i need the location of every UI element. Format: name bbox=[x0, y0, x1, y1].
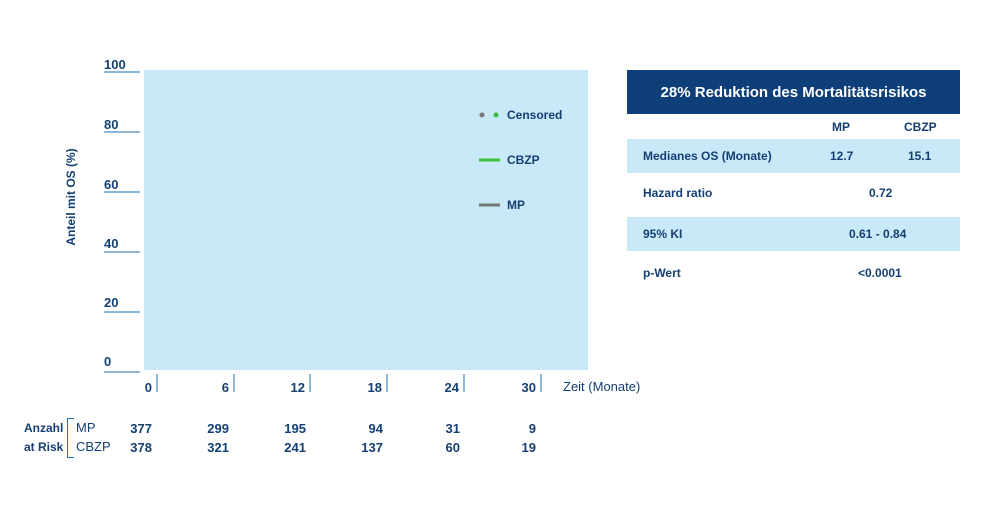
hr-value: 0.72 bbox=[869, 186, 893, 200]
hr-label: Hazard ratio bbox=[643, 186, 713, 200]
risk-table-title-line1: Anzahl bbox=[24, 421, 64, 435]
y-tick-label: 0 bbox=[104, 354, 112, 369]
p-label: p-Wert bbox=[643, 266, 681, 280]
x-tick-label: 6 bbox=[221, 380, 229, 395]
legend-censored-dot-green bbox=[493, 112, 499, 118]
summary-row-ci: 95% KI 0.61 - 0.84 bbox=[627, 217, 960, 251]
median-mp: 12.7 bbox=[830, 149, 854, 163]
risk-value: 378 bbox=[130, 440, 152, 455]
summary-row-hr: Hazard ratio 0.72 bbox=[627, 176, 960, 210]
legend-censored-label: Censored bbox=[507, 108, 563, 122]
risk-value: 94 bbox=[368, 421, 383, 436]
y-tick-label: 60 bbox=[104, 177, 119, 192]
ci-value: 0.61 - 0.84 bbox=[849, 227, 907, 241]
legend-cbzp-label: CBZP bbox=[507, 153, 540, 167]
risk-value: 241 bbox=[284, 440, 306, 455]
risk-value: 9 bbox=[528, 421, 536, 436]
legend-censored-dot-grey bbox=[479, 112, 485, 118]
y-tick-label: 80 bbox=[104, 117, 119, 132]
y-tick-label: 40 bbox=[104, 236, 119, 251]
risk-value: 195 bbox=[284, 421, 306, 436]
risk-value: 19 bbox=[521, 440, 536, 455]
header-mp: MP bbox=[832, 120, 850, 134]
x-tick-label: 24 bbox=[444, 380, 459, 395]
x-tick-label: 30 bbox=[521, 380, 536, 395]
summary-title: 28% Reduktion des Mortalitätsrisikos bbox=[627, 70, 960, 114]
x-axis-label: Zeit (Monate) bbox=[563, 379, 641, 394]
y-tick-label: 20 bbox=[104, 295, 119, 310]
p-value: <0.0001 bbox=[858, 266, 902, 280]
risk-value: 137 bbox=[361, 440, 383, 455]
summary-row-median: Medianes OS (Monate) 12.7 15.1 bbox=[627, 139, 960, 173]
x-tick-lines bbox=[156, 374, 542, 392]
median-cbzp: 15.1 bbox=[908, 149, 932, 163]
risk-value: 377 bbox=[130, 421, 152, 436]
risk-row-label-mp: MP bbox=[76, 420, 96, 435]
x-tick-label: 0 bbox=[144, 380, 152, 395]
risk-value: 321 bbox=[207, 440, 229, 455]
risk-row-label-cbzp: CBZP bbox=[76, 439, 111, 454]
ci-label: 95% KI bbox=[643, 227, 683, 241]
header-cbzp: CBZP bbox=[904, 120, 937, 134]
x-tick-label: 18 bbox=[367, 380, 382, 395]
risk-value: 31 bbox=[445, 421, 460, 436]
risk-table-bracket bbox=[67, 418, 74, 458]
summary-header-row: MP CBZP bbox=[627, 116, 960, 138]
risk-value: 299 bbox=[207, 421, 229, 436]
median-label: Medianes OS (Monate) bbox=[643, 149, 772, 163]
legend-mp-label: MP bbox=[507, 198, 525, 212]
plot-area bbox=[144, 70, 588, 370]
y-tick-lines bbox=[104, 71, 140, 373]
y-tick-label: 100 bbox=[104, 57, 126, 72]
risk-table-title-line2: at Risk bbox=[24, 440, 64, 454]
risk-value: 60 bbox=[445, 440, 460, 455]
summary-row-p: p-Wert <0.0001 bbox=[627, 256, 960, 290]
x-tick-label: 12 bbox=[290, 380, 305, 395]
